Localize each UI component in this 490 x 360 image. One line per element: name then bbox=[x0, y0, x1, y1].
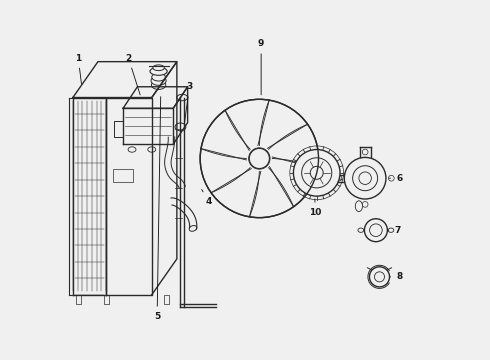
Circle shape bbox=[344, 157, 386, 199]
Ellipse shape bbox=[358, 228, 364, 232]
Circle shape bbox=[369, 224, 382, 237]
Text: 6: 6 bbox=[390, 174, 402, 183]
Text: 9: 9 bbox=[258, 39, 264, 95]
Text: 7: 7 bbox=[388, 226, 401, 235]
Circle shape bbox=[336, 175, 342, 181]
Bar bbox=[104, 295, 109, 304]
Ellipse shape bbox=[148, 147, 156, 152]
Ellipse shape bbox=[151, 76, 166, 85]
Circle shape bbox=[365, 219, 388, 242]
Text: 2: 2 bbox=[125, 54, 140, 95]
Circle shape bbox=[310, 166, 323, 179]
Circle shape bbox=[359, 172, 371, 184]
Circle shape bbox=[249, 148, 270, 169]
Bar bbox=[164, 295, 170, 304]
Ellipse shape bbox=[175, 123, 186, 131]
Bar bbox=[113, 168, 133, 182]
Ellipse shape bbox=[128, 147, 136, 152]
Text: 1: 1 bbox=[75, 54, 81, 84]
Ellipse shape bbox=[355, 201, 363, 212]
Ellipse shape bbox=[151, 81, 166, 89]
Circle shape bbox=[362, 202, 368, 207]
Ellipse shape bbox=[152, 73, 166, 81]
Text: 10: 10 bbox=[309, 199, 321, 217]
Circle shape bbox=[249, 148, 270, 168]
Ellipse shape bbox=[153, 65, 164, 71]
Text: 3: 3 bbox=[184, 82, 193, 123]
Circle shape bbox=[302, 158, 332, 188]
Circle shape bbox=[294, 149, 340, 196]
Circle shape bbox=[362, 149, 368, 155]
Circle shape bbox=[369, 267, 390, 287]
Text: 8: 8 bbox=[390, 272, 402, 281]
Circle shape bbox=[374, 272, 385, 282]
Text: 4: 4 bbox=[202, 189, 212, 206]
Ellipse shape bbox=[150, 67, 167, 75]
Circle shape bbox=[389, 175, 394, 181]
Ellipse shape bbox=[189, 226, 197, 231]
Ellipse shape bbox=[177, 94, 188, 101]
Ellipse shape bbox=[388, 228, 394, 232]
Circle shape bbox=[353, 166, 378, 191]
Text: 5: 5 bbox=[154, 97, 161, 321]
Bar bbox=[76, 295, 81, 304]
Circle shape bbox=[200, 99, 318, 218]
